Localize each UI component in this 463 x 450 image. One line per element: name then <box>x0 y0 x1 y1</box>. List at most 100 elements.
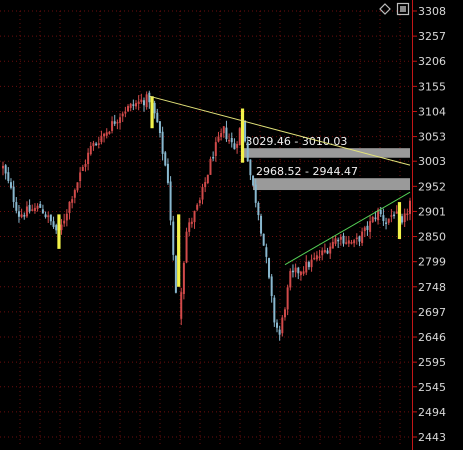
candle-body <box>135 103 138 107</box>
price-zone-2 <box>253 178 410 191</box>
candle-body <box>65 213 68 221</box>
y-tick-label: 2595 <box>418 356 446 369</box>
price-zone-label: 3029.46 - 3010.03 <box>245 135 347 148</box>
candle-body <box>355 237 358 240</box>
highlight-bar <box>397 202 402 240</box>
candle-body <box>28 205 31 212</box>
y-tick-label: 3053 <box>418 131 446 144</box>
candle-body <box>158 121 161 133</box>
candle-body <box>323 250 326 253</box>
candle-body <box>291 270 294 273</box>
candle-body <box>260 215 263 234</box>
trendline-support <box>284 191 411 266</box>
candle-body <box>225 127 228 140</box>
candle-body <box>385 222 388 224</box>
candle-body <box>2 165 4 169</box>
candle-body <box>265 247 268 257</box>
candle-body <box>395 211 398 214</box>
candle-body <box>289 270 292 288</box>
candle-body <box>79 172 82 182</box>
candle-body <box>142 100 145 106</box>
candle-body <box>305 261 308 273</box>
candle-body <box>371 216 374 222</box>
y-axis: 3308 3257 3206 3155 3104 3053 3003 2952 2901 2850… <box>412 0 446 450</box>
candle-body <box>201 187 204 200</box>
y-tick-label: 3308 <box>418 5 446 18</box>
candle-body <box>185 231 188 263</box>
candle-body <box>318 256 321 258</box>
candle-body <box>132 104 135 106</box>
candle-body <box>315 255 318 260</box>
candle-body <box>321 250 324 256</box>
candle-body <box>169 181 172 221</box>
candle-body <box>129 103 132 108</box>
candle-body <box>363 227 366 232</box>
candle-body <box>166 163 169 183</box>
candle-body <box>377 209 380 221</box>
candle-body <box>23 215 26 217</box>
candle-body <box>17 211 20 217</box>
candle-body <box>238 128 241 145</box>
y-tick-label: 2799 <box>418 256 446 269</box>
candle-body <box>119 117 122 123</box>
candle-body <box>244 120 247 142</box>
candle-body <box>39 204 42 208</box>
candle-body <box>25 206 28 217</box>
candle-body <box>44 214 47 218</box>
candle-body <box>49 214 52 222</box>
candle-body <box>180 292 183 319</box>
candle-body <box>228 139 231 142</box>
candle-body <box>73 190 76 198</box>
candle-body <box>140 99 143 102</box>
candle-body <box>409 200 411 214</box>
candle-body <box>283 309 286 318</box>
highlight-bar <box>177 214 181 287</box>
candle-body <box>334 238 337 244</box>
candle-body <box>182 262 185 294</box>
candle-body <box>302 271 305 274</box>
candle-body <box>273 297 276 323</box>
candle-body <box>161 131 164 154</box>
candle-body <box>246 142 249 162</box>
candle-body <box>297 267 300 274</box>
candle-body <box>350 242 353 244</box>
candle-body <box>236 144 239 148</box>
y-tick-label: 2494 <box>418 406 446 419</box>
trendline-resistance <box>149 95 411 166</box>
candle-body <box>31 209 34 211</box>
price-zone-1 <box>242 148 410 158</box>
candle-body <box>193 210 196 223</box>
candle-body <box>390 215 393 217</box>
candle-body <box>145 94 148 108</box>
candle-body <box>310 259 313 268</box>
candle-body <box>249 159 252 176</box>
candle-body <box>313 257 316 260</box>
diamond-icon[interactable] <box>379 3 391 15</box>
candle-body <box>217 136 220 142</box>
y-tick-label: 2850 <box>418 231 446 244</box>
candle-body <box>252 175 255 186</box>
candle-body <box>212 156 215 159</box>
window-icon[interactable] <box>396 2 410 16</box>
candle-body <box>299 271 302 275</box>
candle-body <box>71 199 74 203</box>
candle-body <box>188 222 191 232</box>
toolbar <box>379 2 410 16</box>
candle-body <box>97 143 100 145</box>
candle-body <box>275 322 278 328</box>
y-tick-label: 2646 <box>418 331 446 344</box>
y-tick-label: 2697 <box>418 306 446 319</box>
candle-body <box>103 133 106 137</box>
candle-body <box>196 204 199 210</box>
candle-body <box>387 218 390 223</box>
candles <box>2 90 411 341</box>
candle-body <box>156 112 159 123</box>
candle-body <box>116 121 119 124</box>
window-icon-inner <box>400 6 406 12</box>
candle-body <box>92 143 95 147</box>
candle-body <box>326 250 329 254</box>
y-tick-label: 2901 <box>418 205 446 218</box>
candle-body <box>105 132 108 136</box>
